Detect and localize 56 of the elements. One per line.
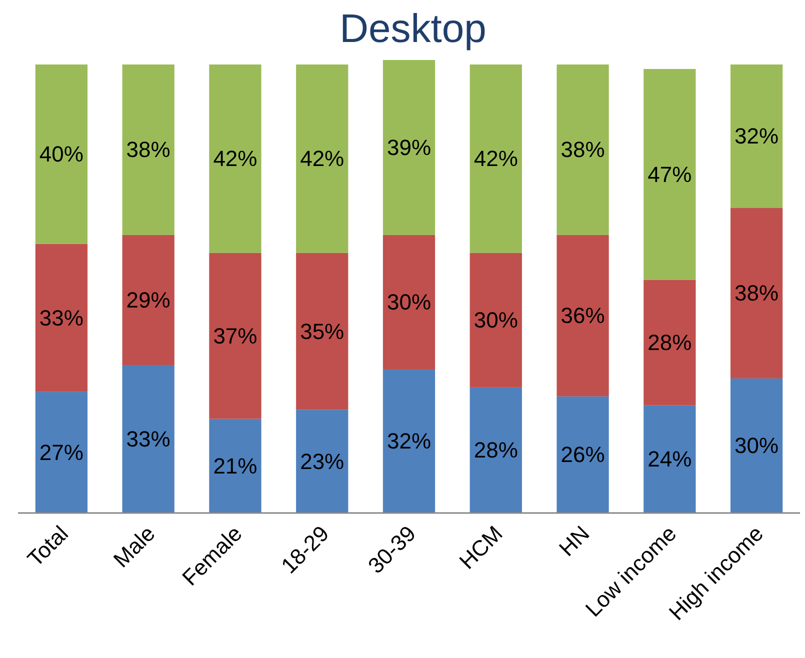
data-label: 30%: [474, 308, 518, 333]
data-label: 36%: [560, 303, 605, 328]
data-label: 30%: [386, 290, 432, 315]
bar: [730, 208, 783, 378]
bar: [470, 64, 522, 253]
data-label: 27%: [39, 440, 84, 465]
bar: [296, 252, 348, 410]
bar: [470, 252, 522, 388]
bar: [382, 60, 436, 235]
bar: [382, 234, 436, 370]
data-label: 30%: [734, 433, 779, 458]
data-label: 33%: [39, 305, 84, 330]
bar: [209, 252, 262, 419]
bar: [644, 68, 696, 280]
x-tick-label: HN: [554, 520, 594, 562]
bar: [470, 387, 522, 513]
data-label: 21%: [213, 453, 258, 478]
data-label: 39%: [386, 134, 432, 160]
data-label: 37%: [213, 323, 258, 348]
bar: [730, 64, 783, 208]
bar: [644, 280, 696, 406]
data-label: 38%: [560, 137, 605, 162]
data-label: 26%: [560, 442, 605, 468]
data-label: 28%: [474, 438, 518, 463]
bar: [35, 244, 88, 392]
data-label: 35%: [300, 318, 344, 344]
bar: [296, 64, 348, 253]
bar: [35, 64, 88, 244]
data-label: 28%: [648, 330, 692, 356]
bar: [122, 234, 174, 365]
data-label: 38%: [126, 137, 170, 162]
data-label: 23%: [300, 448, 344, 474]
data-label: 38%: [734, 280, 779, 306]
bar: [122, 64, 174, 235]
data-label: 42%: [300, 146, 344, 172]
bar: [730, 378, 783, 513]
data-label: 32%: [734, 124, 779, 149]
bar: [296, 410, 348, 513]
data-label: 47%: [648, 162, 692, 187]
bar: [209, 418, 262, 513]
bar: [556, 234, 609, 396]
data-label: 24%: [648, 446, 692, 472]
bar: [556, 64, 609, 235]
bar: [122, 364, 174, 513]
data-label: 32%: [386, 428, 432, 454]
bar: [556, 396, 609, 513]
bar: [209, 64, 262, 253]
bar: [35, 392, 88, 513]
data-label: 42%: [474, 146, 518, 172]
bar: [644, 405, 696, 513]
data-label: 40%: [39, 142, 84, 167]
data-label: 33%: [126, 426, 170, 452]
bar: [382, 369, 436, 513]
data-label: 42%: [213, 146, 258, 172]
chart-title: Desktop: [340, 7, 486, 51]
data-label: 29%: [126, 287, 170, 312]
